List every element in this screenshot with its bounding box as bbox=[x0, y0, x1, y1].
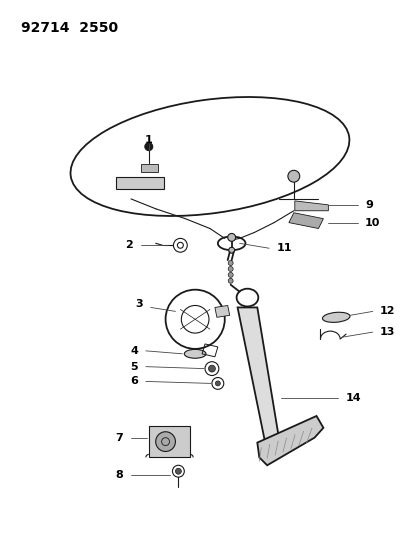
Text: 8: 8 bbox=[115, 470, 123, 480]
Text: 12: 12 bbox=[379, 306, 394, 317]
Text: 1: 1 bbox=[145, 135, 152, 145]
Ellipse shape bbox=[227, 233, 235, 241]
Ellipse shape bbox=[215, 381, 220, 386]
Bar bbox=[140, 164, 157, 172]
Text: 2: 2 bbox=[125, 240, 133, 251]
Polygon shape bbox=[214, 305, 229, 317]
Text: 6: 6 bbox=[130, 376, 138, 386]
Polygon shape bbox=[237, 308, 280, 453]
Ellipse shape bbox=[322, 312, 349, 322]
Ellipse shape bbox=[228, 261, 233, 265]
Ellipse shape bbox=[228, 278, 233, 283]
Text: 4: 4 bbox=[130, 346, 138, 356]
Polygon shape bbox=[288, 213, 323, 229]
Ellipse shape bbox=[208, 365, 215, 372]
Text: 13: 13 bbox=[379, 327, 394, 337]
Ellipse shape bbox=[175, 469, 181, 474]
Text: 9: 9 bbox=[365, 200, 373, 210]
Ellipse shape bbox=[155, 432, 175, 451]
Ellipse shape bbox=[184, 349, 206, 358]
Text: 14: 14 bbox=[344, 393, 360, 403]
Ellipse shape bbox=[228, 247, 234, 253]
Text: 3: 3 bbox=[135, 300, 142, 310]
Text: 5: 5 bbox=[130, 361, 138, 372]
Text: 7: 7 bbox=[115, 433, 123, 443]
Text: 92714  2550: 92714 2550 bbox=[21, 21, 117, 35]
Bar bbox=[116, 177, 163, 189]
Ellipse shape bbox=[145, 143, 152, 151]
Ellipse shape bbox=[228, 266, 233, 271]
Bar bbox=[148, 426, 190, 457]
Text: 11: 11 bbox=[275, 243, 291, 253]
Ellipse shape bbox=[228, 272, 233, 277]
Text: 10: 10 bbox=[364, 217, 380, 228]
Ellipse shape bbox=[287, 171, 299, 182]
Polygon shape bbox=[294, 201, 328, 211]
Polygon shape bbox=[257, 416, 323, 465]
